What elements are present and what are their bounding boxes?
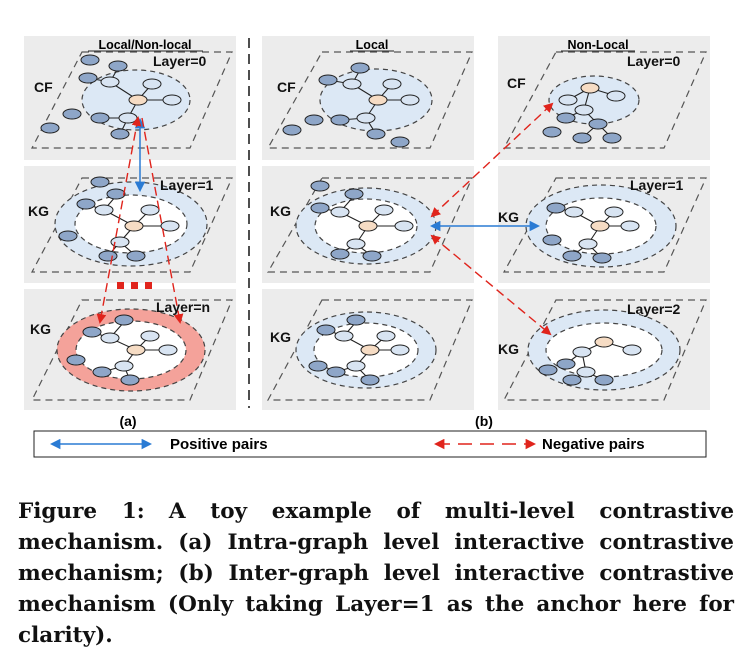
layer-planes [31,51,707,401]
legend: Positive pairs Negative pairs [33,430,707,458]
panel-b-nonlocal-side-label-2: KG [498,341,519,357]
panel-b-local-side-label-0: CF [277,79,296,95]
panel-a-layer-label-0: Layer=0 [153,53,207,69]
panel-a-side-label-0: CF [34,79,53,95]
panel-a-label: (a) [119,413,136,429]
panel-b-negative-arrows [430,102,554,336]
panel-b-nonlocal-layer-label-0: Layer=0 [627,53,681,69]
panel-b-nonlocal-side-label-0: CF [507,75,526,91]
panel-a-layer-label-1: Layer=1 [160,177,214,193]
panel-b-local-header: Local [356,38,389,52]
panel-b-label: (b) [475,413,493,429]
panel-b-nonlocal-layer-label-1: Layer=1 [630,177,684,193]
panel-b-local-side-label-1: KG [270,203,291,219]
panel-a-negative-arrows [96,116,184,324]
legend-positive-label: Positive pairs [170,436,268,453]
panel-a-header: Local/Non-local [98,38,191,52]
panel-b-nonlocal-layer-label-2: Layer=2 [627,301,681,317]
caption-lead: Figure 1: [18,499,145,524]
panel-a-side-label-1: KG [28,203,49,219]
panel-a-side-label-2: KG [30,321,51,337]
legend-negative-label: Negative pairs [542,436,645,453]
panel-b-local-side-label-2: KG [270,329,291,345]
panel-a-layer-label-2: Layer=n [156,299,210,315]
layer-ellipsis [117,282,152,289]
figure-caption: Figure 1: A toy example of multi-level c… [18,496,734,651]
panel-b-nonlocal-side-label-1: KG [498,209,519,225]
caption-text: A toy example of multi-level contrastive… [18,499,735,648]
figure: Local/Non-local Local Non-Local [24,36,710,458]
panel-b-nonlocal-header: Non-Local [567,38,628,52]
